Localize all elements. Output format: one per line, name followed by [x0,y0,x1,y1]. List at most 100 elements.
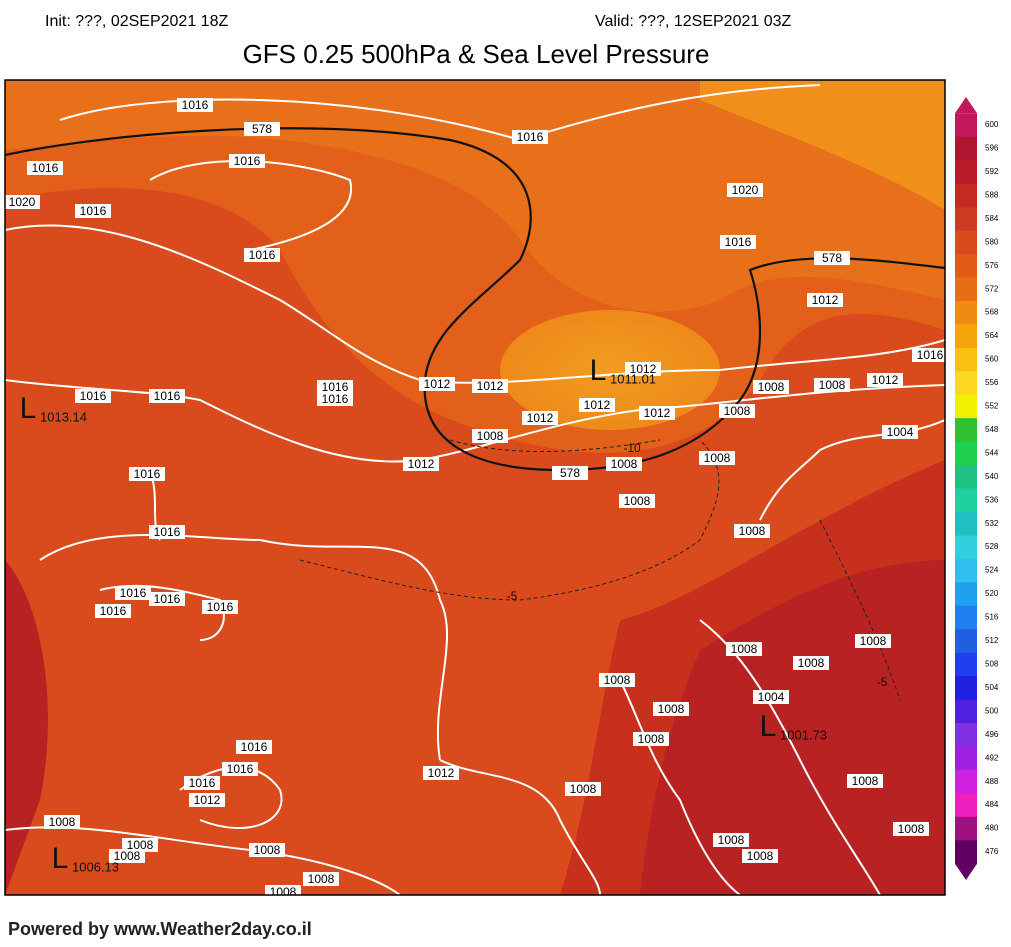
colorbar-tick-label: 484 [985,800,999,809]
colorbar-tick-label: 584 [985,214,999,223]
contour-label: 1016 [80,204,107,218]
low-pressure-value: 1011.01 [610,371,656,386]
colorbar-tick-label: 508 [985,659,999,668]
colorbar-segment [955,652,977,677]
colorbar-segment [955,277,977,302]
footer: Powered by www.Weather2day.co.il [8,919,312,939]
colorbar-segment [955,535,977,560]
contour-label: 1020 [9,195,36,209]
contour-label: 1012 [812,293,839,307]
contour-label-box [734,524,770,538]
field-572 [5,80,945,312]
colorbar-tick-label: 500 [985,706,999,715]
colorbar-tick-label: 524 [985,566,999,575]
contour-label: 1016 [227,762,254,776]
contour-label-box [855,634,891,648]
contour-label: 1016 [917,348,944,362]
contour-label-box [814,251,850,265]
colorbar-tick-label: 588 [985,190,999,199]
contour-label-box [639,406,675,420]
contour-label-box [122,838,158,852]
contour-label-box [177,98,213,112]
contour-label: 1008 [724,404,751,418]
contour-label-box [149,592,185,606]
contour-label-box [882,425,918,439]
contour-label: 1012 [428,766,455,780]
contour-label: 1016 [134,467,161,481]
contour-label-box [565,782,601,796]
contour-label: 1012 [477,379,504,393]
colorbar-segment [955,676,977,701]
contour-label-box [472,429,508,443]
contour-label: 1016 [322,392,349,406]
contour-label-box [265,885,301,895]
contour-label-box [807,293,843,307]
contour-label-box [27,161,63,175]
colorbar-segment [955,793,977,818]
colorbar-segment [955,394,977,419]
contour-label-box [579,398,615,412]
contour-label: 1012 [408,457,435,471]
contour-label-box [75,389,111,403]
colorbar-segment [955,723,977,747]
colorbar-tick-label: 492 [985,753,999,762]
contour-label: 1008 [254,843,281,857]
colorbar-tick-label: 496 [985,730,999,739]
contour-label: 1016 [234,154,261,168]
colorbar-segment [955,816,977,841]
contour-label-box [423,766,459,780]
contour-labels: 1016578101610161016102010161016102010165… [5,98,945,895]
colorbar-tick-label: 532 [985,519,999,528]
colorbar-tick-label: 504 [985,683,999,692]
contour-label-box [713,833,749,847]
contour-label-box [244,122,280,136]
contour-label: 1016 [100,604,127,618]
contour-label: 1008 [114,849,141,863]
contour-label: 1016 [154,592,181,606]
contour-label: 1008 [819,378,846,392]
contour-label: 1012 [630,362,657,376]
colorbar-segment [955,582,977,607]
contour-label-box [115,586,151,600]
contour-label-box [653,702,689,716]
colorbar-segment [955,488,977,513]
contour-label-box [512,130,548,144]
contour-label: 1008 [477,429,504,443]
colorbar-tick-label: 552 [985,402,999,411]
colorbar-tick-label: 592 [985,167,999,176]
contour-label-box [75,204,111,218]
contour-label-box [419,377,455,391]
colorbar-segment [955,136,977,161]
contour-label-box [912,348,945,362]
contour-label-box [633,732,669,746]
contour-label-box [244,248,280,262]
contour-label-box [317,380,353,394]
contour-label: 1008 [798,656,825,670]
field-568 [700,80,945,210]
colorbar-segment [955,253,977,278]
colorbar-tick-label: 548 [985,425,999,434]
colorbar-segment [955,441,977,466]
colorbar-tick-label: 516 [985,613,999,622]
contour-label: 1012 [872,373,899,387]
colorbar-tick-label: 488 [985,777,999,786]
colorbar-segment [955,629,977,654]
low-marker: L [760,710,777,743]
map-title: GFS 0.25 500hPa & Sea Level Pressure [243,39,710,69]
contour-label-box [5,195,40,209]
contour-label-box [189,793,225,807]
colorbar-segment [955,113,977,138]
contour-label: 1016 [725,235,752,249]
field-core [500,310,720,430]
colorbar-tick-label: 480 [985,824,999,833]
colorbar-tick-label: 528 [985,542,999,551]
colorbar-segment [955,207,977,232]
contour-label-box [129,467,165,481]
colorbar-tick-label: 512 [985,636,999,645]
contour-label-box [44,815,80,829]
contour-label-box [699,451,735,465]
contour-label: 1016 [207,600,234,614]
colorbar-segment [955,300,977,325]
contour-label: 1008 [127,838,154,852]
low-marker: L [20,392,37,425]
